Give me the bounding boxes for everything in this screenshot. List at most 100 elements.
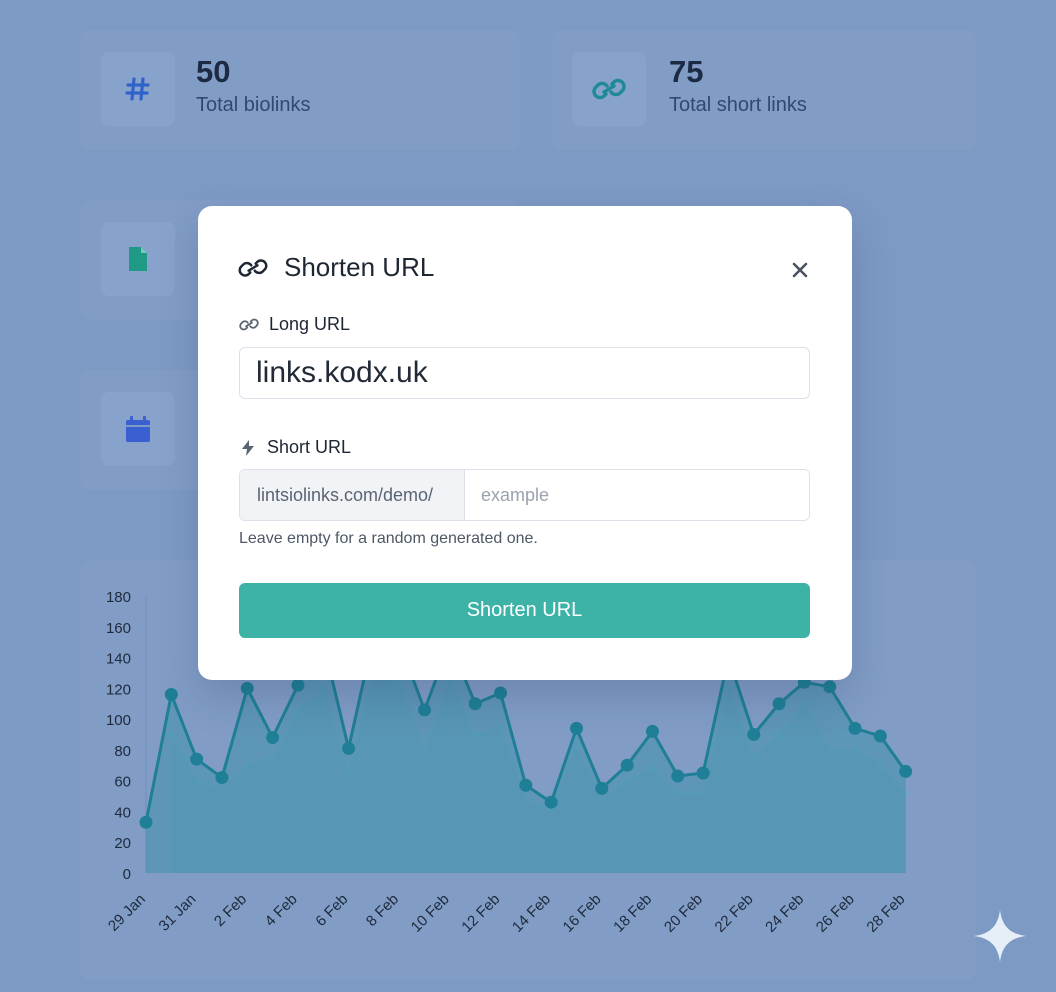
data-point	[420, 745, 429, 754]
data-point	[268, 753, 277, 762]
data-point	[291, 678, 305, 692]
stat-label: Total biolinks	[196, 94, 311, 116]
data-point	[139, 815, 153, 829]
data-point	[876, 761, 885, 770]
data-point	[240, 681, 254, 695]
data-point	[901, 788, 910, 797]
y-tick-label: 60	[114, 774, 131, 791]
data-point	[521, 796, 530, 805]
series-line	[170, 671, 907, 810]
stat-value: 75	[669, 54, 704, 89]
x-tick-label: 10 Feb	[408, 891, 453, 936]
x-tick-label: 12 Feb	[458, 891, 503, 936]
data-point	[344, 768, 353, 777]
y-tick-label: 100	[106, 712, 131, 729]
y-tick-label: 160	[106, 620, 131, 637]
data-point	[724, 684, 733, 693]
data-point	[418, 703, 432, 717]
long-url-label-text: Long URL	[269, 314, 351, 334]
long-url-input[interactable]	[239, 347, 810, 399]
data-point	[749, 753, 758, 762]
data-point	[243, 761, 252, 770]
stat-card-pages	[80, 200, 520, 320]
data-point	[848, 721, 862, 735]
x-tick-label: 14 Feb	[509, 891, 554, 936]
link-icon	[239, 318, 259, 331]
x-tick-label: 28 Feb	[863, 891, 908, 936]
modal-title: Shorten URL	[284, 252, 435, 282]
data-point	[595, 781, 609, 795]
file-icon	[101, 222, 175, 296]
x-tick-label: 16 Feb	[560, 891, 605, 936]
data-point	[266, 731, 280, 745]
data-point	[648, 764, 657, 773]
stat-card-short-links: 75 Total short links	[552, 30, 976, 150]
short-url-label-text: Short URL	[267, 437, 352, 457]
stat-value: 50	[196, 54, 231, 89]
x-tick-label: 6 Feb	[312, 891, 351, 930]
data-point	[772, 697, 786, 711]
sparkle-icon	[974, 910, 1026, 962]
data-point	[215, 771, 229, 785]
y-tick-label: 80	[114, 743, 131, 760]
y-tick-label: 40	[114, 804, 131, 821]
data-point	[544, 795, 558, 809]
stat-card-events	[80, 370, 520, 490]
long-url-label: Long URL	[239, 314, 350, 335]
short-url-label: Short URL	[239, 437, 351, 458]
short-url-prefix: lintsiolinks.com/demo/	[240, 470, 465, 520]
data-point	[319, 684, 328, 693]
data-point	[671, 769, 685, 783]
data-point	[471, 730, 480, 739]
series-area	[171, 672, 906, 873]
data-point	[494, 686, 508, 700]
data-point	[569, 721, 583, 735]
data-point	[496, 722, 505, 731]
data-point	[823, 680, 837, 694]
data-point	[645, 724, 659, 738]
x-tick-label: 20 Feb	[661, 891, 706, 936]
data-point	[775, 730, 784, 739]
data-point	[623, 776, 632, 785]
data-point	[620, 758, 634, 772]
x-tick-label: 29 Jan	[105, 891, 149, 935]
data-point	[747, 728, 761, 741]
close-icon	[792, 262, 808, 278]
data-point	[597, 795, 606, 804]
x-tick-label: 8 Feb	[363, 891, 402, 930]
data-point	[164, 687, 178, 701]
x-tick-label: 26 Feb	[813, 891, 858, 936]
y-tick-label: 120	[106, 681, 131, 698]
data-point	[192, 776, 201, 785]
bolt-icon	[242, 439, 254, 456]
link-icon	[238, 259, 268, 277]
data-point	[873, 729, 887, 743]
data-point	[572, 742, 581, 751]
x-tick-label: 24 Feb	[762, 891, 807, 936]
data-point	[800, 699, 809, 708]
data-point	[696, 766, 710, 780]
link-icon	[572, 52, 646, 126]
shorten-url-modal: Shorten URL Long URL Short URL lintsioli…	[198, 206, 852, 680]
data-point	[699, 788, 708, 797]
x-tick-label: 4 Feb	[262, 891, 301, 930]
help-text: Leave empty for a random generated one.	[239, 530, 538, 547]
series-area	[146, 634, 906, 873]
y-tick-label: 0	[123, 866, 131, 883]
y-tick-label: 20	[114, 835, 131, 852]
data-point	[899, 764, 913, 778]
x-tick-label: 31 Jan	[156, 891, 200, 935]
data-point	[190, 752, 204, 766]
close-button[interactable]	[786, 256, 814, 284]
data-point	[519, 778, 533, 792]
data-point	[293, 707, 302, 716]
short-url-input[interactable]	[465, 470, 809, 520]
data-point	[167, 730, 176, 739]
stat-card-biolinks: 50 Total biolinks	[80, 30, 520, 150]
data-point	[217, 784, 226, 793]
stat-label: Total short links	[669, 94, 807, 116]
data-point	[342, 741, 356, 755]
shorten-url-button[interactable]: Shorten URL	[239, 583, 810, 638]
